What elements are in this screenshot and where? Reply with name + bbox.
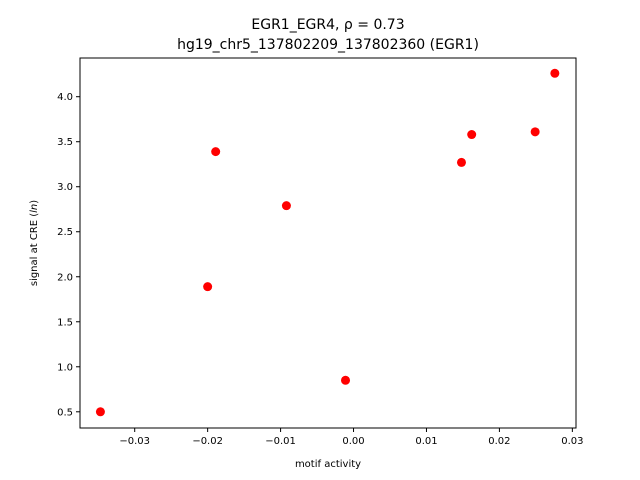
data-point xyxy=(95,407,105,417)
x-axis: −0.03 −0.02 −0.01 0.00 0.01 0.02 0.03 xyxy=(119,428,583,447)
y-tick-label: 1.5 xyxy=(57,317,73,328)
data-point xyxy=(467,130,477,140)
x-tick-label: 0.02 xyxy=(488,436,510,447)
data-point xyxy=(203,282,213,292)
data-point xyxy=(341,375,351,385)
y-tick-label: 2.0 xyxy=(57,272,73,283)
y-tick-label: 3.5 xyxy=(57,137,73,148)
x-tick-label: 0.00 xyxy=(342,436,364,447)
y-tick-label: 1.0 xyxy=(57,362,73,373)
x-tick-label: 0.03 xyxy=(561,436,583,447)
data-points xyxy=(95,68,560,417)
data-point xyxy=(281,201,291,211)
x-tick-label: −0.01 xyxy=(265,436,296,447)
x-axis-label: motif activity xyxy=(295,459,361,470)
y-tick-label: 2.5 xyxy=(57,227,73,238)
data-point xyxy=(211,147,221,157)
y-axis-label: signal at CRE (ln) xyxy=(29,200,40,286)
x-tick-label: −0.02 xyxy=(192,436,223,447)
x-tick-label: −0.03 xyxy=(119,436,150,447)
data-point xyxy=(530,127,540,137)
y-axis: 0.5 1.0 1.5 2.0 2.5 3.0 3.5 4.0 xyxy=(57,92,80,418)
plot-area xyxy=(79,57,577,429)
data-point xyxy=(456,157,466,167)
y-tick-label: 3.0 xyxy=(57,182,73,193)
chart-title-line2: hg19_chr5_137802209_137802360 (EGR1) xyxy=(177,37,479,53)
x-tick-label: 0.01 xyxy=(415,436,437,447)
y-tick-label: 0.5 xyxy=(57,407,73,418)
data-point xyxy=(550,68,560,78)
y-tick-label: 4.0 xyxy=(57,92,73,103)
chart-title-line1: EGR1_EGR4, ρ = 0.73 xyxy=(251,17,404,33)
